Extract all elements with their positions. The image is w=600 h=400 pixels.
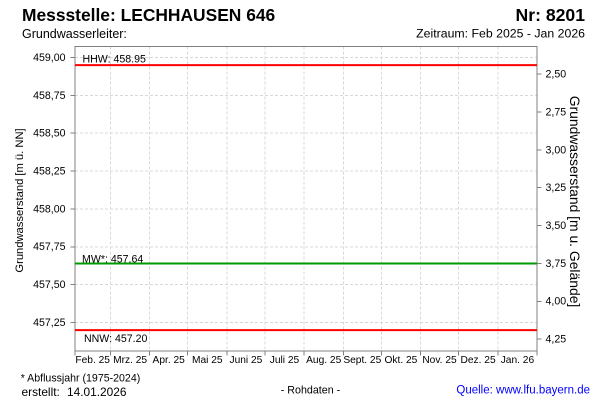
svg-text:Zeitraum: Feb 2025 - Jan 2026: Zeitraum: Feb 2025 - Jan 2026	[416, 27, 585, 41]
svg-text:4,25: 4,25	[546, 334, 567, 346]
svg-text:Grundwasserstand [m ü. NN]: Grundwasserstand [m ü. NN]	[14, 128, 26, 272]
svg-text:Okt. 25: Okt. 25	[384, 355, 417, 366]
svg-text:Mai 25: Mai 25	[192, 355, 223, 366]
svg-text:458,75: 458,75	[33, 90, 66, 102]
svg-text:erstellt:: erstellt:	[22, 385, 60, 399]
svg-text:459,00: 459,00	[33, 52, 66, 64]
svg-text:3,75: 3,75	[546, 258, 567, 270]
svg-text:457,50: 457,50	[33, 279, 66, 291]
svg-text:Sept. 25: Sept. 25	[343, 355, 381, 366]
svg-text:3,25: 3,25	[546, 182, 567, 194]
svg-text:Jan. 26: Jan. 26	[501, 355, 535, 366]
svg-text:Quelle: www.lfu.bayern.de: Quelle: www.lfu.bayern.de	[456, 385, 590, 397]
svg-text:Mrz. 25: Mrz. 25	[113, 355, 147, 366]
svg-text:458,50: 458,50	[33, 128, 66, 140]
svg-text:HHW: 458.95: HHW: 458.95	[83, 54, 147, 66]
svg-text:- Rohdaten -: - Rohdaten -	[281, 384, 341, 396]
svg-text:* Abflussjahr (1975-2024): * Abflussjahr (1975-2024)	[21, 372, 141, 384]
svg-text:Grundwasserleiter:: Grundwasserleiter:	[22, 27, 127, 41]
svg-text:3,50: 3,50	[546, 220, 567, 232]
svg-text:Apr. 25: Apr. 25	[153, 355, 186, 366]
svg-text:457,25: 457,25	[33, 317, 66, 329]
svg-text:Juni 25: Juni 25	[229, 355, 262, 366]
svg-text:458,25: 458,25	[33, 166, 66, 178]
svg-text:3,00: 3,00	[546, 144, 567, 156]
svg-text:Nov. 25: Nov. 25	[422, 355, 457, 366]
svg-text:458,00: 458,00	[33, 203, 66, 215]
svg-text:Dez. 25: Dez. 25	[461, 355, 496, 366]
svg-text:Nr: 8201: Nr: 8201	[516, 5, 586, 25]
svg-text:Grundwasserstand [m u. Gelände: Grundwasserstand [m u. Gelände]	[567, 96, 583, 308]
svg-text:14.01.2026: 14.01.2026	[67, 385, 127, 399]
svg-text:Messstelle: LECHHAUSEN 646: Messstelle: LECHHAUSEN 646	[22, 5, 276, 25]
svg-text:Feb. 25: Feb. 25	[75, 355, 110, 366]
svg-text:MW*: 457.64: MW*: 457.64	[82, 253, 143, 265]
svg-text:4,00: 4,00	[546, 296, 567, 308]
svg-text:2,50: 2,50	[546, 69, 567, 81]
svg-text:2,75: 2,75	[546, 106, 567, 118]
svg-text:NNW: 457.20: NNW: 457.20	[84, 333, 148, 345]
svg-text:Juli 25: Juli 25	[270, 355, 300, 366]
svg-text:457,75: 457,75	[33, 241, 66, 253]
svg-text:Aug. 25: Aug. 25	[306, 355, 341, 366]
